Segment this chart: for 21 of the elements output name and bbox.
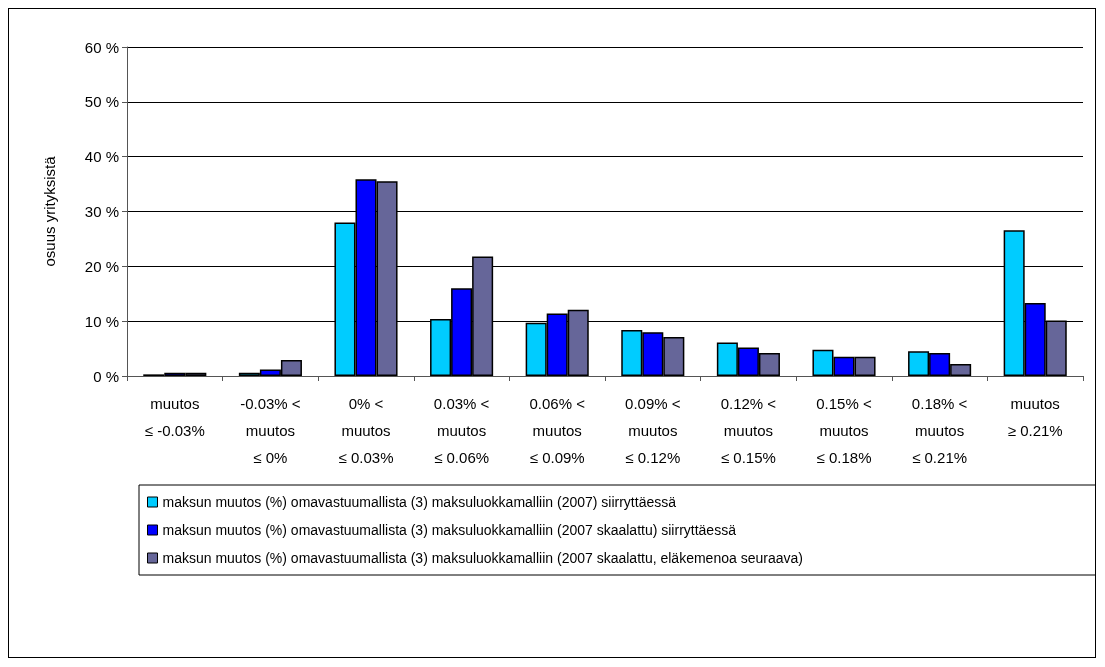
legend-label: maksun muutos (%) omavastuumallista (3) maksuluokkamalliin (2007 skaalattu) siirryttäessä <box>162 522 737 538</box>
legend-label: maksun muutos (%) omavastuumallista (3) maksuluokkamalliin (2007) siirryttäessä <box>162 494 677 510</box>
x-tick-label: 0.18% < muutos ≤ 0.21% <box>911 395 968 466</box>
legend-label: maksun muutos (%) omavastuumallista (3) maksuluokkamalliin (2007 skaalattu, eläkemenoa seuraava) <box>162 550 803 566</box>
y-tick-label: 20 % <box>84 257 119 275</box>
x-tick-label: 0.03% < muutos ≤ 0.06% <box>433 395 490 466</box>
y-axis-title: osuus yrityksistä <box>41 155 58 267</box>
y-tick-label: 30 % <box>84 203 119 220</box>
x-tick-label: 0.06% < muutos ≤ 0.09% <box>529 395 586 466</box>
x-tick-label: muutos ≥ 0.21% <box>1007 395 1063 439</box>
y-tick-label: 50 % <box>84 93 119 111</box>
x-tick-label: 0.12% < muutos ≤ 0.15% <box>720 395 777 466</box>
y-tick-label: 60 % <box>84 38 119 56</box>
x-tick-label: 0.15% < muutos ≤ 0.18% <box>816 395 872 466</box>
x-tick-label: 0.09% < muutos ≤ 0.12% <box>625 395 681 466</box>
x-tick-label: -0.03% < muutos ≤ 0% <box>240 395 301 466</box>
y-tick-label: 10 % <box>84 312 119 330</box>
x-tick-label: 0% < muutos ≤ 0.03% <box>338 395 394 466</box>
y-tick-label: 40 % <box>84 148 119 166</box>
x-tick-label: muutos ≤ -0.03% <box>144 395 205 439</box>
y-tick-label: 0 % <box>93 367 119 385</box>
